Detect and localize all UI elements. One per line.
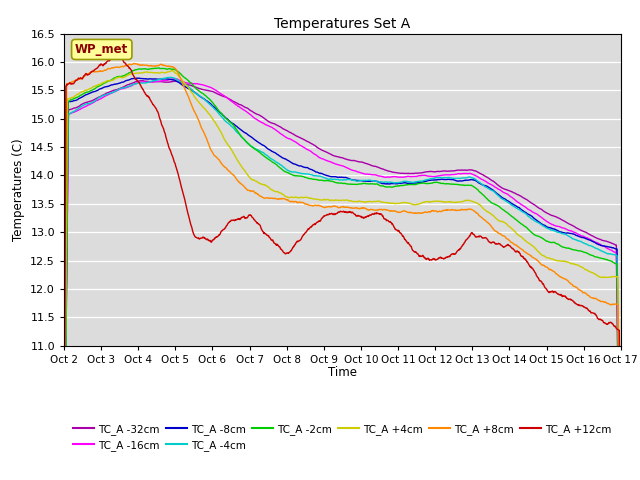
TC_A +8cm (378, 206, 385, 212)
TC_A +4cm (318, 197, 326, 203)
Y-axis label: Temperatures (C): Temperatures (C) (12, 138, 25, 241)
TC_A -4cm (166, 74, 174, 80)
TC_A +8cm (103, 66, 111, 72)
TC_A +12cm (318, 215, 326, 221)
TC_A -4cm (126, 83, 134, 89)
TC_A +8cm (126, 61, 134, 67)
TC_A -32cm (378, 166, 385, 171)
TC_A -32cm (126, 81, 134, 87)
TC_A +4cm (168, 68, 176, 73)
TC_A +12cm (116, 52, 124, 58)
TC_A -2cm (103, 79, 111, 84)
TC_A -16cm (126, 84, 134, 89)
Text: WP_met: WP_met (75, 43, 129, 56)
TC_A +12cm (297, 237, 305, 243)
TC_A -4cm (297, 170, 305, 176)
TC_A -4cm (318, 174, 326, 180)
TC_A -32cm (103, 90, 111, 96)
TC_A -2cm (297, 173, 305, 179)
TC_A -32cm (139, 78, 147, 84)
TC_A +8cm (297, 200, 305, 205)
TC_A -16cm (172, 76, 179, 82)
TC_A -16cm (318, 156, 326, 162)
Line: TC_A -4cm: TC_A -4cm (64, 77, 621, 480)
TC_A -2cm (126, 70, 134, 76)
TC_A -8cm (136, 75, 143, 81)
TC_A -8cm (308, 167, 316, 173)
Line: TC_A -2cm: TC_A -2cm (64, 68, 621, 480)
Line: TC_A +8cm: TC_A +8cm (64, 63, 621, 480)
Line: TC_A +4cm: TC_A +4cm (64, 71, 621, 480)
TC_A -16cm (103, 92, 111, 98)
X-axis label: Time: Time (328, 366, 357, 379)
TC_A -32cm (318, 147, 326, 153)
Line: TC_A -16cm: TC_A -16cm (64, 79, 621, 480)
TC_A -2cm (378, 183, 385, 189)
TC_A +4cm (126, 72, 134, 77)
TC_A -16cm (378, 173, 385, 179)
Legend: TC_A -32cm, TC_A -16cm, TC_A -8cm, TC_A -4cm, TC_A -2cm, TC_A +4cm, TC_A +8cm, T: TC_A -32cm, TC_A -16cm, TC_A -8cm, TC_A … (69, 420, 616, 455)
TC_A -32cm (297, 135, 305, 141)
TC_A -8cm (126, 77, 134, 83)
TC_A -8cm (378, 180, 385, 186)
TC_A -16cm (297, 143, 305, 148)
TC_A +12cm (308, 223, 316, 228)
Title: Temperatures Set A: Temperatures Set A (275, 17, 410, 31)
TC_A -2cm (156, 65, 163, 71)
TC_A +8cm (131, 60, 138, 66)
TC_A +12cm (103, 59, 111, 64)
TC_A -32cm (308, 141, 316, 147)
TC_A -8cm (103, 84, 111, 89)
TC_A -4cm (103, 91, 111, 97)
TC_A +4cm (378, 199, 385, 205)
TC_A +12cm (126, 66, 134, 72)
TC_A +8cm (318, 204, 326, 209)
Line: TC_A -8cm: TC_A -8cm (64, 78, 621, 480)
TC_A +4cm (103, 78, 111, 84)
TC_A +4cm (308, 196, 316, 202)
TC_A -2cm (318, 178, 326, 183)
TC_A -2cm (308, 176, 316, 182)
TC_A +8cm (308, 203, 316, 208)
TC_A +12cm (378, 211, 385, 217)
TC_A -4cm (308, 172, 316, 178)
Line: TC_A -32cm: TC_A -32cm (64, 81, 621, 480)
TC_A -8cm (297, 163, 305, 169)
TC_A -8cm (318, 171, 326, 177)
Line: TC_A +12cm: TC_A +12cm (64, 55, 621, 480)
TC_A -16cm (308, 149, 316, 155)
TC_A -4cm (378, 179, 385, 185)
TC_A +4cm (297, 194, 305, 200)
